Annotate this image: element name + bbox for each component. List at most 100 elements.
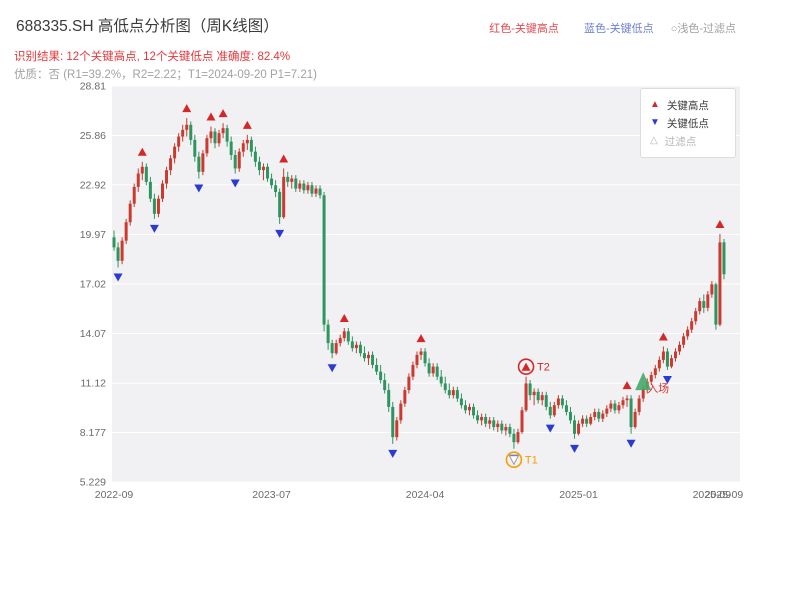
candle-body: [314, 188, 318, 194]
candle-body: [581, 418, 585, 424]
candle-body: [197, 156, 201, 172]
candle-body: [516, 432, 520, 443]
candle-body: [722, 242, 726, 275]
candle-body: [407, 376, 411, 391]
candle-body: [455, 390, 459, 399]
y-tick-label: 17.02: [80, 278, 106, 290]
candle-body: [536, 391, 540, 401]
candle-body: [520, 410, 524, 433]
candle-body: [318, 188, 322, 196]
candle-body: [209, 131, 213, 139]
candle-body: [290, 178, 294, 182]
key-high-marker: [206, 112, 216, 121]
candle-body: [431, 366, 435, 374]
candle-body: [653, 368, 657, 376]
price-chart: 28.81 25.86 22.92 19.97 17.02 14.07 11.12 8.177…: [80, 81, 744, 502]
candle-body: [253, 151, 257, 162]
candle-body: [661, 351, 665, 360]
candle-body: [472, 406, 476, 416]
candle-body: [564, 405, 568, 412]
candle-body: [144, 166, 148, 182]
key-high-marker: [521, 362, 531, 371]
key-low-marker: [275, 229, 285, 238]
candle-body: [657, 359, 661, 369]
legend-item-filtered: △ 过滤点: [650, 132, 726, 150]
candle-body: [532, 391, 536, 396]
candle-body: [585, 418, 589, 424]
candle-body: [225, 128, 229, 142]
entry-marker: [635, 372, 652, 391]
key-low-marker: [626, 439, 636, 448]
y-tick-label: 28.81: [80, 81, 106, 93]
candle-body: [140, 166, 144, 174]
candle-body: [245, 139, 249, 144]
candle-body: [112, 237, 116, 248]
candle-body: [492, 420, 496, 428]
y-tick-label: 19.97: [80, 229, 106, 241]
candle-body: [116, 247, 120, 261]
t1-label: T1: [525, 455, 538, 467]
candle-body: [597, 411, 601, 419]
candle-body: [189, 124, 193, 140]
key-low-marker: [194, 184, 204, 193]
top-legend: 红色-关键高点 蓝色-关键低点 ○浅色-过滤点: [489, 20, 736, 36]
candle-body: [560, 398, 564, 406]
candle-body: [669, 358, 673, 367]
candle-body: [310, 185, 314, 194]
candle-body: [136, 173, 140, 187]
candle-body: [330, 343, 334, 354]
candle-body: [702, 301, 706, 308]
candle-body: [395, 420, 399, 438]
candle-body: [698, 301, 702, 312]
candle-body: [294, 178, 298, 189]
x-tick-label: 2022-09: [95, 489, 134, 501]
candle-body: [443, 383, 447, 391]
candle-body: [270, 178, 274, 186]
candle-body: [613, 403, 617, 411]
candle-body: [350, 341, 354, 349]
candle-body: [358, 344, 362, 354]
candle-body: [266, 166, 270, 179]
key-high-marker: [658, 332, 668, 341]
key-high-marker: [715, 219, 725, 228]
candle-body: [548, 406, 552, 416]
candle-body: [605, 408, 609, 414]
t2-circle: [517, 358, 535, 375]
y-tick-label: 22.92: [80, 179, 106, 191]
candle-body: [540, 395, 544, 401]
candle-body: [173, 146, 177, 159]
candle-body: [379, 371, 383, 381]
candle-body: [274, 185, 278, 192]
candle-body: [261, 166, 265, 171]
candle-body: [213, 131, 217, 144]
x-tick-label: 2024-04: [406, 489, 445, 501]
x-tick-label: 2025-09: [705, 489, 744, 501]
candle-body: [637, 398, 641, 412]
candle-body: [338, 338, 342, 344]
candle-body: [298, 183, 302, 189]
candle-body: [629, 398, 633, 428]
key-low-marker: [662, 375, 672, 384]
candle-body: [181, 129, 185, 137]
candle-body: [169, 158, 173, 171]
candle-body: [714, 284, 718, 325]
candle-body: [447, 390, 451, 396]
candle-body: [710, 284, 714, 295]
candle-body: [160, 183, 164, 199]
key-high-marker: [416, 334, 426, 343]
key-high-marker: [279, 154, 289, 163]
key-low-marker: [545, 424, 555, 433]
key-low-marker: [570, 444, 580, 453]
key-high-marker: [339, 313, 349, 322]
candle-body: [674, 351, 678, 359]
candle-body: [383, 380, 387, 391]
candle-body: [387, 390, 391, 407]
up-triangle-icon: ▲: [650, 99, 660, 110]
candle-body: [508, 427, 512, 434]
candle-body: [484, 416, 488, 424]
page-title: 688335.SH 高低点分析图（周K线图）: [16, 18, 279, 35]
candle-body: [233, 155, 237, 169]
key-high-marker: [137, 147, 147, 156]
candle-body: [528, 383, 532, 396]
top-legend-key-high: 红色-关键高点: [489, 23, 559, 35]
